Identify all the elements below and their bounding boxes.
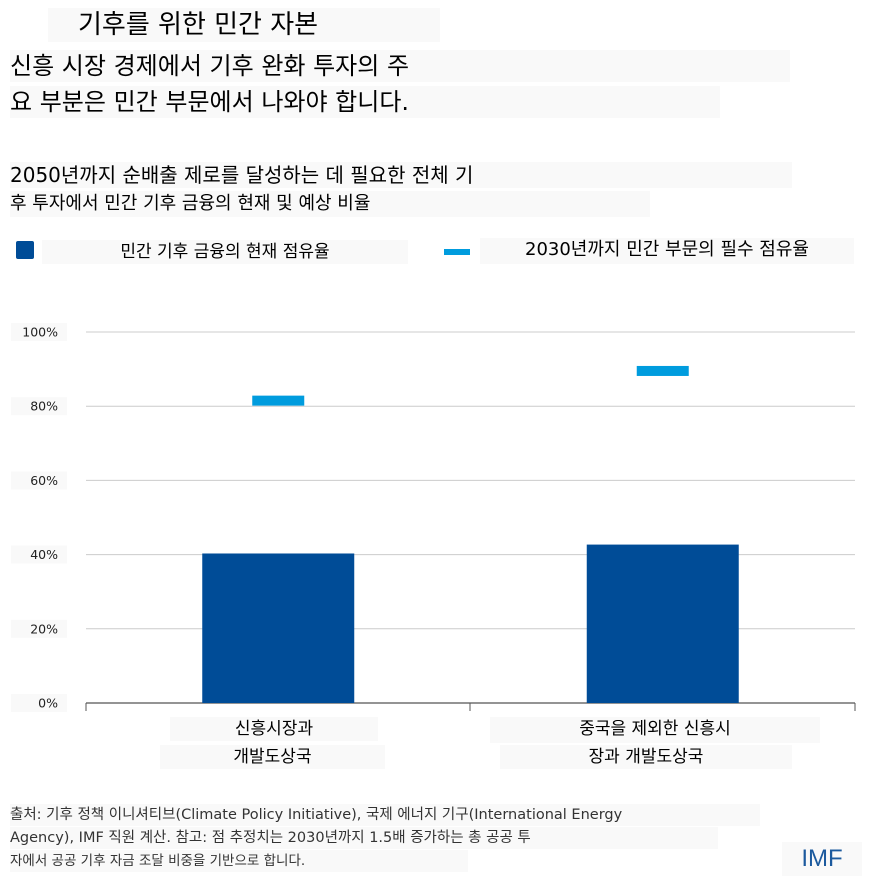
y-tick-label-bg bbox=[11, 397, 67, 416]
y-tick-label-bg bbox=[11, 619, 67, 638]
source-line-2: Agency), IMF 직원 계산. 참고: 점 추정치는 2030년까지 1… bbox=[10, 827, 718, 849]
target-marker bbox=[252, 395, 305, 406]
chart-subtitle-line-1: 2050년까지 순배출 제로를 달성하는 데 필요한 전체 기 bbox=[10, 162, 792, 188]
legend-marker-swatch bbox=[444, 249, 470, 255]
y-tick-label: 20% bbox=[30, 621, 58, 636]
legend-bar-swatch bbox=[16, 241, 34, 259]
bar bbox=[586, 544, 739, 703]
y-tick-label: 100% bbox=[22, 325, 58, 340]
x-label-emde-ex-china-line-2: 장과 개발도상국 bbox=[500, 745, 792, 769]
legend-marker-label: 2030년까지 민간 부문의 필수 점유율 bbox=[480, 238, 854, 264]
x-label-emde-ex-china-line-1: 중국을 제외한 신흥시 bbox=[490, 717, 820, 743]
y-tick-label: 40% bbox=[30, 547, 58, 562]
y-tick-label-bg bbox=[11, 323, 67, 341]
source-line-3: 자에서 공공 기후 자금 조달 비중을 기반으로 합니다. bbox=[10, 850, 468, 872]
chart-subtitle-line-2: 후 투자에서 민간 기후 금융의 현재 및 예상 비율 bbox=[10, 191, 650, 217]
y-tick-label-bg bbox=[11, 471, 67, 490]
target-marker bbox=[636, 365, 689, 376]
y-tick-label-bg bbox=[11, 545, 67, 564]
bar bbox=[202, 553, 355, 703]
chart-title-line-2: 요 부분은 민간 부문에서 나와야 합니다. bbox=[10, 86, 720, 118]
source-line-1: 출처: 기후 정책 이니셔티브(Climate Policy Initiativ… bbox=[10, 804, 760, 826]
y-tick-label: 0% bbox=[38, 696, 58, 711]
x-label-emde-line-1: 신흥시장과 bbox=[170, 717, 378, 741]
chart-title-line-1: 신흥 시장 경제에서 기후 완화 투자의 주 bbox=[10, 50, 790, 82]
x-label-emde-line-2: 개발도상국 bbox=[160, 745, 385, 769]
imf-logo: IMF bbox=[782, 842, 862, 876]
y-tick-label-bg bbox=[11, 694, 67, 712]
legend-bar-label: 민간 기후 금융의 현재 점유율 bbox=[42, 240, 408, 264]
y-tick-label: 80% bbox=[30, 399, 58, 414]
chart-kicker: 기후를 위한 민간 자본 bbox=[48, 8, 440, 42]
chart-plot: 0% 20% 40% 60% 80% 100% bbox=[11, 323, 856, 712]
y-tick-label: 60% bbox=[30, 473, 58, 488]
